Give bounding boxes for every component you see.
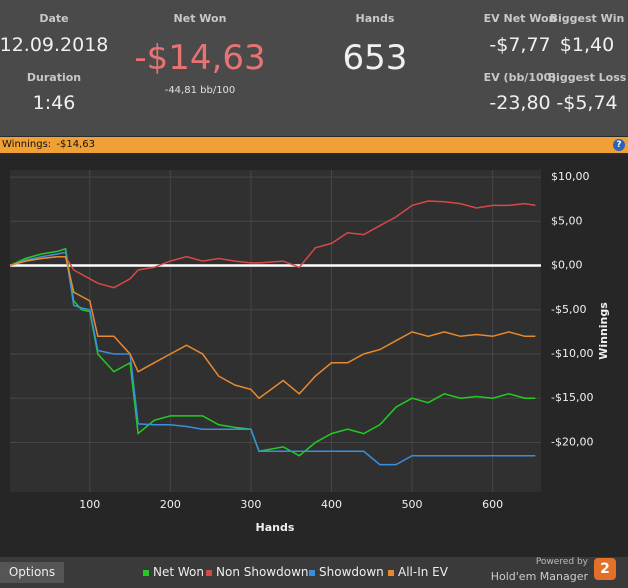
stat-label: Biggest Loss: [547, 71, 627, 84]
brand: Hold'em Manager: [490, 570, 588, 583]
stat-value: 1:46: [32, 92, 76, 114]
legend-entry: Non Showdown: [206, 565, 309, 579]
stat-label: Hands: [355, 12, 395, 25]
chart: Hands Winnings $10,00 $5,00 $0,00 -$5,00 -$1…: [9, 170, 610, 534]
plot-area: [10, 170, 541, 492]
stat-value: -$7,77: [489, 34, 551, 56]
y-tick-label: $5,00: [551, 214, 583, 227]
legend-swatch: [206, 569, 212, 576]
legend-label: Showdown: [319, 565, 384, 579]
y-tick-label: $10,00: [551, 170, 590, 183]
stat-label: EV (bb/100): [483, 71, 557, 84]
stat-note: -44,81 bb/100: [164, 85, 236, 96]
legend-entry: Net Won: [143, 565, 204, 579]
footer: Options Powered by Hold'em Manager 2 Net…: [0, 557, 628, 588]
stat-value: -$5,74: [556, 92, 618, 114]
legend-label: Non Showdown: [216, 565, 309, 579]
x-tick-label: 400: [321, 498, 342, 511]
series-line: [9, 251, 536, 466]
x-tick-label: 500: [402, 498, 423, 511]
y-axis-title: Winnings: [597, 302, 610, 360]
y-tick-label: -$10,00: [551, 347, 593, 360]
bar-value: -$14,63: [56, 139, 95, 150]
x-tick-label: 300: [240, 498, 261, 511]
legend-swatch: [309, 569, 315, 576]
series-line: [9, 200, 536, 289]
x-tick-label: 600: [482, 498, 503, 511]
series-line: [9, 255, 536, 400]
legend-entry: All-In EV: [388, 565, 448, 579]
legend-label: All-In EV: [398, 565, 448, 579]
y-tick-label: -$20,00: [551, 435, 593, 448]
bar-label: Winnings:: [2, 139, 52, 150]
legend-label: Net Won: [153, 565, 204, 579]
stat-value: $1,40: [559, 34, 615, 56]
help-icon[interactable]: ?: [613, 139, 625, 151]
legend-entry: Showdown: [309, 565, 384, 579]
winnings-bar: Winnings: -$14,63?: [0, 137, 628, 153]
y-tick-label: -$15,00: [551, 391, 593, 404]
x-axis-title: Hands: [256, 521, 295, 534]
y-tick-label: -$5,00: [551, 303, 586, 316]
x-tick-label: 100: [79, 498, 100, 511]
legend-swatch: [143, 569, 149, 576]
stat-label: Net Won: [173, 12, 227, 25]
stat-value: -23,80: [489, 92, 551, 114]
x-tick-label: 200: [160, 498, 181, 511]
legend-swatch: [388, 569, 394, 576]
y-tick-label: $0,00: [551, 259, 583, 272]
options-button[interactable]: Options: [0, 562, 64, 583]
stat-value: 653: [342, 38, 408, 78]
brand-icon: 2: [594, 558, 616, 580]
summary-panel: Date 12.09.2018 Net Won -$14,63 -44,81 bb/10…: [0, 0, 628, 136]
stat-label: Biggest Win: [549, 12, 625, 25]
stat-label: Duration: [26, 71, 82, 84]
stat-value: -$14,63: [134, 38, 266, 78]
stat-label: Date: [39, 12, 69, 25]
stat-value: 12.09.2018: [0, 34, 109, 56]
powered-by: Powered by: [535, 557, 588, 567]
stat-label: EV Net Won: [483, 12, 557, 25]
